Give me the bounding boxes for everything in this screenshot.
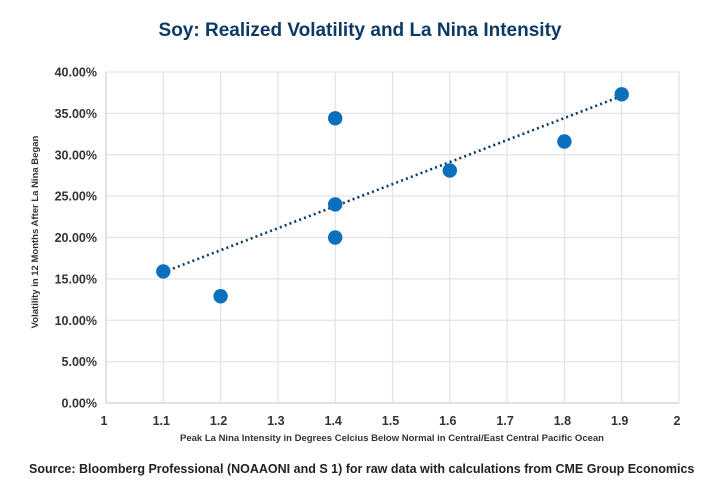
x-tick-label: 2 — [674, 414, 681, 428]
y-tick-label: 20.00% — [55, 231, 97, 245]
y-tick-label: 15.00% — [55, 272, 97, 286]
y-tick-label: 30.00% — [55, 148, 97, 162]
x-tick-label: 1.7 — [496, 414, 513, 428]
y-tick-labels: 0.00% 5.00% 10.00% 15.00% 20.00% 25.00% 30.00%… — [55, 66, 97, 411]
data-point — [328, 197, 343, 212]
y-tick-label: 40.00% — [55, 66, 97, 80]
data-point — [614, 87, 629, 102]
x-tick-labels: 1 1.1 1.2 1.3 1.4 1.5 1.6 1.7 1.8 1.9 2 — [101, 414, 681, 428]
axes — [105, 72, 679, 404]
data-point — [328, 111, 343, 126]
x-tick-label: 1.6 — [439, 414, 456, 428]
trendline — [162, 94, 623, 274]
grid-lines — [106, 71, 680, 403]
y-tick-label: 35.00% — [55, 107, 97, 121]
data-point — [557, 134, 572, 149]
y-tick-label: 0.00% — [62, 397, 97, 411]
source-note: Source: Bloomberg Professional (NOAAONI … — [29, 462, 695, 476]
x-tick-label: 1.2 — [210, 414, 227, 428]
data-point — [156, 264, 171, 279]
data-point — [442, 163, 457, 178]
y-axis-label: Volatility in 12 Months After La Nina Be… — [30, 135, 41, 328]
trendline-group — [162, 94, 623, 274]
y-tick-label: 25.00% — [55, 190, 97, 204]
chart-title: Soy: Realized Volatility and La Nina Int… — [158, 20, 562, 41]
x-tick-label: 1.3 — [267, 414, 284, 428]
data-point — [213, 289, 228, 304]
data-points — [156, 87, 629, 304]
x-tick-label: 1.4 — [325, 414, 342, 428]
x-tick-label: 1 — [101, 414, 108, 428]
y-tick-label: 10.00% — [55, 314, 97, 328]
x-tick-label: 1.1 — [153, 414, 170, 428]
x-axis-label: Peak La Nina Intensity in Degrees Celciu… — [180, 433, 604, 444]
y-tick-label: 5.00% — [62, 355, 97, 369]
x-tick-label: 1.5 — [382, 414, 399, 428]
x-tick-label: 1.9 — [611, 414, 628, 428]
data-point — [328, 230, 343, 245]
x-tick-label: 1.8 — [554, 414, 571, 428]
